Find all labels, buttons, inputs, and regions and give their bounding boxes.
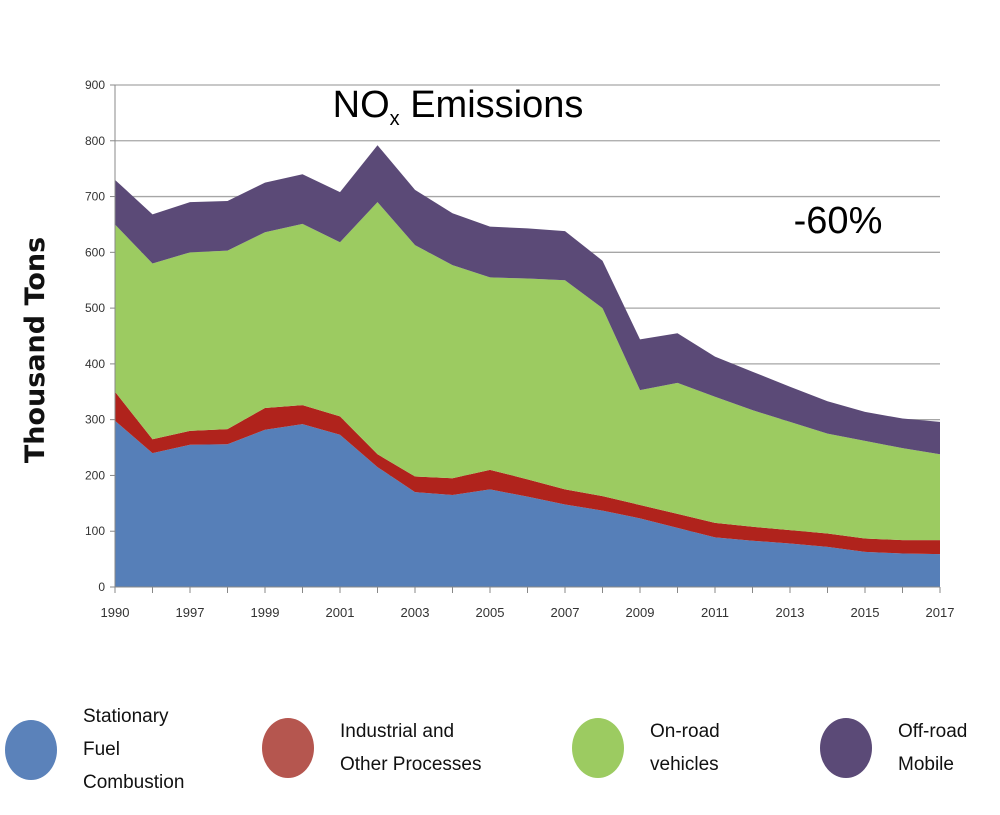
legend-label: On-road vehicles bbox=[650, 721, 720, 775]
chart-title: NOx Emissions bbox=[333, 84, 584, 130]
y-tick-label: 600 bbox=[85, 245, 105, 259]
stacked-areas bbox=[115, 145, 940, 587]
x-tick-label: 2015 bbox=[851, 605, 880, 620]
legend-item: Off-road Mobile bbox=[820, 715, 967, 781]
y-tick-label: 0 bbox=[98, 580, 105, 594]
percent-change-annotation: -60% bbox=[794, 200, 883, 242]
area-series-3 bbox=[115, 202, 940, 541]
legend-item: On-road vehicles bbox=[572, 715, 720, 781]
y-tick-label: 800 bbox=[85, 134, 105, 148]
area-series-1 bbox=[115, 420, 940, 587]
x-tick-label: 2009 bbox=[626, 605, 655, 620]
x-tick-label: 2003 bbox=[401, 605, 430, 620]
legend-swatch bbox=[820, 718, 872, 778]
area-series-4 bbox=[115, 145, 940, 455]
x-tick-label: 2017 bbox=[926, 605, 955, 620]
legend-label: Off-road Mobile bbox=[898, 721, 968, 775]
x-tick-label: 2001 bbox=[326, 605, 355, 620]
axes: 0 100 200 300 400 500 600 700 800 900 1990 1997 1999… bbox=[85, 78, 954, 620]
x-tick-label: 2013 bbox=[776, 605, 805, 620]
y-tick-label: 100 bbox=[85, 524, 105, 538]
legend-label: Industrial and Other Processes bbox=[340, 721, 482, 775]
x-tick-label: 1997 bbox=[176, 605, 205, 620]
legend-label: Stationary Fuel Combustion bbox=[83, 706, 185, 793]
legend-item: Industrial and Other Processes bbox=[262, 715, 482, 781]
x-tick-label: 2005 bbox=[476, 605, 505, 620]
y-tick-label: 700 bbox=[85, 190, 105, 204]
legend-swatch bbox=[5, 719, 57, 780]
y-tick-label: 500 bbox=[85, 301, 105, 315]
y-tick-label: 400 bbox=[85, 357, 105, 371]
area-series-2 bbox=[115, 391, 940, 555]
legend-swatch bbox=[262, 718, 314, 778]
y-tick-label: 300 bbox=[85, 413, 105, 427]
x-tick-label: 2007 bbox=[551, 605, 580, 620]
x-tick-label: 1990 bbox=[101, 605, 130, 620]
legend-swatch bbox=[572, 718, 624, 778]
y-axis-label: Thousand Tons bbox=[20, 237, 51, 463]
y-tick-label: 200 bbox=[85, 468, 105, 482]
y-tick-label: 900 bbox=[85, 78, 105, 92]
x-tick-label: 1999 bbox=[251, 605, 280, 620]
legend-item: Stationary Fuel Combustion bbox=[5, 700, 184, 799]
x-tick-label: 2011 bbox=[701, 605, 729, 620]
